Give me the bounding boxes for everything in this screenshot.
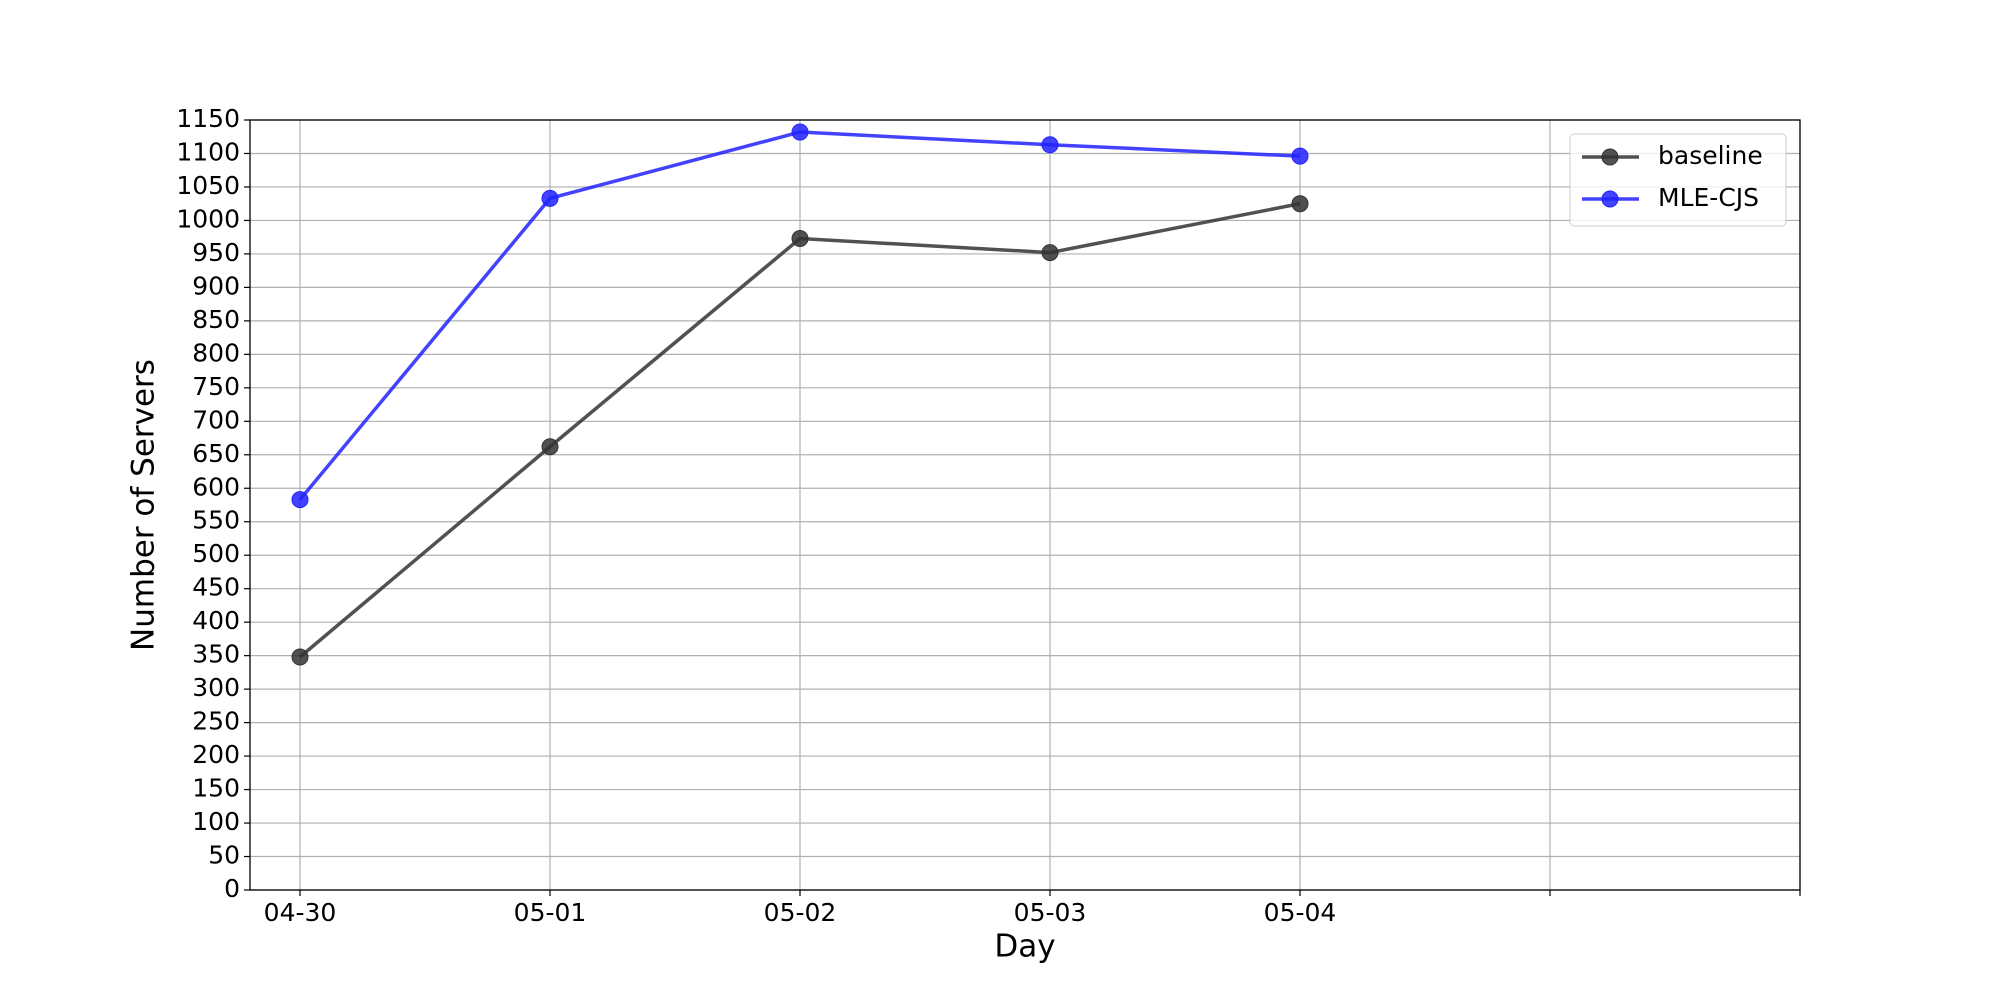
y-tick-label: 350 — [192, 640, 240, 669]
x-tick-label: 04-30 — [264, 898, 337, 927]
x-tick-label: 05-04 — [1264, 898, 1337, 927]
marker — [791, 123, 809, 141]
marker — [1041, 244, 1059, 262]
y-tick-label: 950 — [192, 238, 240, 267]
y-tick-label: 1000 — [176, 204, 240, 233]
y-tick-label: 400 — [192, 606, 240, 635]
y-tick-label: 700 — [192, 405, 240, 434]
y-tick-label: 800 — [192, 338, 240, 367]
y-tick-label: 750 — [192, 372, 240, 401]
x-axis-label: Day — [994, 929, 1055, 965]
marker — [1291, 195, 1309, 213]
marker — [1291, 147, 1309, 165]
y-tick-label: 0 — [224, 874, 240, 903]
y-tick-label: 550 — [192, 506, 240, 535]
y-tick-label: 900 — [192, 271, 240, 300]
x-tick-label: 05-02 — [764, 898, 837, 927]
legend-marker — [1601, 190, 1619, 208]
y-tick-label: 850 — [192, 305, 240, 334]
marker — [1041, 136, 1059, 154]
y-tick-label: 1050 — [176, 171, 240, 200]
y-tick-label: 1100 — [176, 137, 240, 166]
y-tick-label: 600 — [192, 472, 240, 501]
marker — [541, 189, 559, 207]
y-tick-label: 1150 — [176, 104, 240, 133]
x-tick-label: 05-03 — [1014, 898, 1087, 927]
legend-label: MLE-CJS — [1658, 183, 1759, 212]
y-tick-label: 50 — [208, 841, 240, 870]
y-tick-label: 200 — [192, 740, 240, 769]
y-tick-label: 650 — [192, 439, 240, 468]
y-tick-label: 300 — [192, 673, 240, 702]
y-tick-label: 150 — [192, 774, 240, 803]
marker — [291, 648, 309, 666]
plot-frame — [249, 119, 1801, 891]
legend-label: baseline — [1658, 141, 1763, 170]
y-tick-label: 500 — [192, 539, 240, 568]
marker — [791, 230, 809, 248]
marker — [541, 438, 559, 456]
y-tick-label: 100 — [192, 807, 240, 836]
y-axis-label: Number of Servers — [126, 359, 162, 651]
marker — [291, 491, 309, 509]
y-tick-label: 250 — [192, 707, 240, 736]
legend-marker — [1601, 148, 1619, 166]
y-tick-label: 450 — [192, 573, 240, 602]
x-tick-label: 05-01 — [514, 898, 587, 927]
